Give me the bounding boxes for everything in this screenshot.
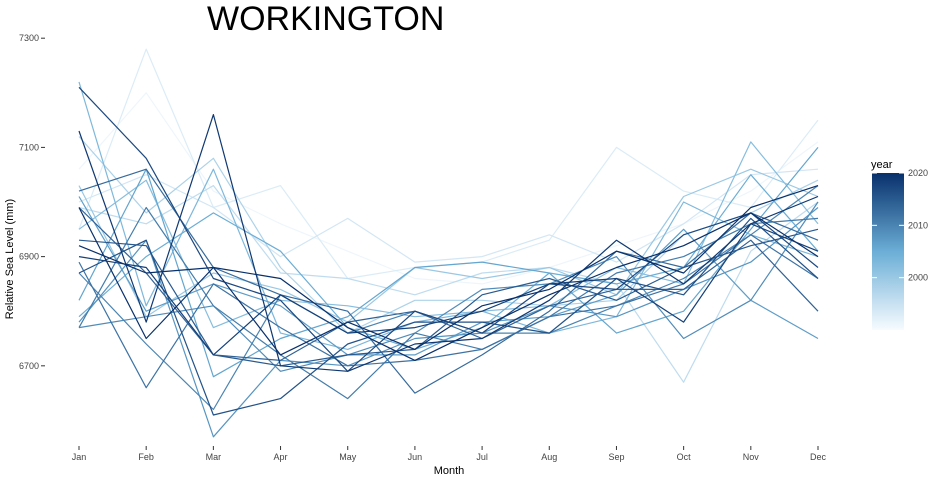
series-line-2003 <box>78 81 819 350</box>
series-line-1991 <box>78 92 819 285</box>
legend: year 2000 2010 2020 <box>871 159 928 330</box>
series-line-1994 <box>78 168 819 263</box>
x-tick-label: Jan <box>72 452 87 462</box>
series-line-2012 <box>78 234 819 389</box>
legend-tick-label: 2000 <box>908 273 928 283</box>
x-tick-label: Apr <box>274 452 288 462</box>
x-tick-label: Aug <box>541 452 557 462</box>
series-lines <box>78 48 819 438</box>
x-tick-label: Sep <box>608 452 624 462</box>
y-axis-label: Relative Sea Level (mm) <box>4 199 16 319</box>
series-line-2019 <box>78 113 819 372</box>
x-tick-label: Feb <box>138 452 154 462</box>
series-line-1993 <box>78 48 819 280</box>
legend-tick-label: 2020 <box>908 168 928 178</box>
chart-title: WORKINGTON <box>207 0 444 38</box>
y-axis: 6700 6900 7100 7300 <box>19 33 45 371</box>
legend-ticks: 2000 2010 2020 <box>872 168 928 283</box>
y-tick-label: 6900 <box>19 252 39 262</box>
legend-tick-label: 2010 <box>908 220 928 230</box>
legend-colorbar <box>872 173 904 330</box>
series-line-2013 <box>78 168 819 394</box>
y-tick-label: 6700 <box>19 361 39 371</box>
x-tick-label: Nov <box>743 452 760 462</box>
x-tick-label: Jul <box>476 452 488 462</box>
x-tick-label: Dec <box>810 452 827 462</box>
series-line-2008 <box>78 207 819 438</box>
y-tick-label: 7300 <box>19 33 39 43</box>
series-line-2021 <box>78 207 819 361</box>
series-line-2020 <box>78 185 819 356</box>
legend-title: year <box>871 159 893 171</box>
series-line-2009 <box>78 201 819 372</box>
series-line-2002 <box>78 141 819 329</box>
x-axis: Jan Feb Mar Apr May Jun Jul Aug Sep Oct Nov Dec <box>72 446 827 462</box>
x-tick-label: Oct <box>677 452 692 462</box>
series-line-2017 <box>78 86 819 372</box>
x-tick-label: Mar <box>206 452 222 462</box>
x-axis-label: Month <box>434 465 465 477</box>
series-line-2000 <box>78 168 819 323</box>
series-line-2018 <box>78 223 819 356</box>
x-tick-label: May <box>339 452 357 462</box>
y-tick-label: 7100 <box>19 142 39 152</box>
x-tick-label: Jun <box>408 452 423 462</box>
series-line-2010 <box>78 185 819 411</box>
